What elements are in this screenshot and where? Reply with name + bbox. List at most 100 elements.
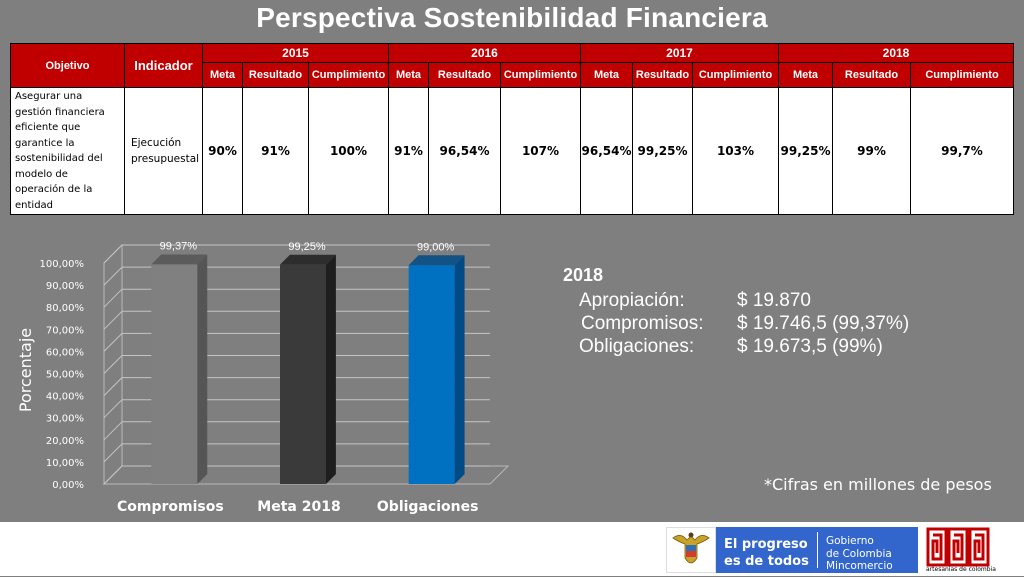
gridline-diagonal [103, 310, 123, 330]
gov-org: Gobierno de Colombia Mincomercio [826, 535, 893, 573]
cell-2017-cumplimiento: 103% [692, 87, 779, 215]
bar-compromisos [151, 254, 208, 484]
bar-side [197, 254, 208, 484]
subheader-cumplimiento: Cumplimiento [308, 62, 389, 88]
table-row: Asegurar una gestión financiera eficient… [10, 87, 1014, 215]
data-label: 99,37% [160, 240, 198, 252]
cell-2016-resultado: 96,54% [428, 87, 501, 215]
colombia-shield-icon [666, 527, 716, 573]
subheader-cumplimiento: Cumplimiento [500, 62, 581, 88]
bar-side [454, 255, 465, 484]
chart-data-labels: 99,37% 99,25% 99,00% [160, 240, 455, 253]
subheader-resultado: Resultado [428, 62, 501, 88]
bar-front [408, 265, 455, 484]
bar-front [280, 264, 326, 484]
data-label: 99,25% [288, 241, 326, 253]
y-tick-label: 50,00% [46, 370, 84, 381]
cell-indicador: Ejecución presupuestal [124, 87, 203, 215]
gridline-diagonal [103, 377, 123, 396]
page-title: Perspectiva Sostenibilidad Financiera [256, 2, 768, 33]
cell-2018-cumplimiento: 99,7% [910, 87, 1014, 215]
y-tick-label: 80,00% [46, 303, 84, 314]
subheader-cumplimiento: Cumplimiento [692, 62, 779, 88]
gov-slogan-line2: es de todos [724, 554, 809, 569]
gridline-diagonal [103, 355, 123, 374]
header-year-2016: 2016 [388, 43, 581, 63]
cell-2015-resultado: 91% [242, 87, 309, 215]
cell-2015-cumplimiento: 100% [308, 87, 389, 215]
chart-bars [151, 254, 465, 484]
gridline-diagonal [103, 288, 123, 308]
artesanias-logo-icon [926, 527, 990, 567]
cell-2017-meta: 96,54% [580, 87, 633, 215]
subheader-resultado: Resultado [632, 62, 693, 88]
subheader-meta: Meta [580, 62, 633, 88]
subheader-resultado: Resultado [242, 62, 309, 88]
x-tick-label: Compromisos [117, 499, 224, 515]
cell-2018-meta: 99,25% [778, 87, 833, 215]
info-compromisos-label: Compromisos: [581, 313, 704, 334]
gov-slogan: El progreso es de todos [724, 536, 809, 570]
info-compromisos-value: $ 19.746,5 (99,37%) [737, 313, 910, 334]
subheader-meta: Meta [202, 62, 243, 88]
subheader-cumplimiento: Cumplimiento [910, 62, 1014, 88]
cell-2018-resultado: 99% [832, 87, 911, 215]
header-year-2018: 2018 [778, 43, 1014, 63]
info-apropiacion-value: $ 19.870 [737, 290, 811, 311]
y-tick-label: 100,00% [40, 259, 85, 270]
y-tick-label: 90,00% [46, 281, 84, 292]
y-tick-label: 10,00% [46, 458, 84, 469]
info-obligaciones-value: $ 19.673,5 (99%) [737, 336, 883, 357]
gridline-diagonal [103, 421, 123, 441]
y-tick-label: 0,00% [52, 480, 84, 491]
bar-side [326, 254, 336, 484]
cell-2017-resultado: 99,25% [632, 87, 693, 215]
bar-top [280, 254, 336, 265]
y-tick-label: 70,00% [46, 325, 84, 336]
gridline-diagonal [103, 266, 123, 286]
x-tick-labels: Compromisos Meta 2018 Obligaciones [117, 499, 478, 515]
footnote: *Cifras en millones de pesos [764, 475, 992, 494]
gov-slogan-line1: El progreso [724, 537, 808, 552]
subheader-resultado: Resultado [832, 62, 911, 88]
y-tick-label: 20,00% [46, 436, 84, 447]
bar-top [408, 255, 465, 266]
header-year-2015: 2015 [202, 43, 389, 63]
gridline-diagonal [103, 399, 123, 419]
info-year: 2018 [563, 265, 604, 285]
gridline-diagonal [103, 443, 123, 463]
y-tick-label: 40,00% [46, 392, 84, 403]
gov-org-line3: Mincomercio [826, 560, 893, 572]
y-tick-labels: 0,00% 10,00% 20,00% 30,00% 40,00% 50,00% 60,00… [40, 259, 85, 491]
y-tick-label: 30,00% [46, 414, 84, 425]
gridline-diagonal [103, 465, 123, 485]
subheader-meta: Meta [778, 62, 833, 88]
subheader-meta: Meta [388, 62, 429, 88]
cell-2016-cumplimiento: 107% [500, 87, 581, 215]
cell-2016-meta: 91% [388, 87, 429, 215]
x-tick-label: Meta 2018 [257, 499, 340, 515]
gov-org-line1: Gobierno [826, 535, 874, 547]
x-tick-label: Obligaciones [377, 499, 479, 515]
info-apropiacion-label: Apropiación: [579, 290, 685, 311]
gov-org-line2: de Colombia [826, 547, 892, 560]
header-year-2017: 2017 [580, 43, 779, 63]
gridline-diagonal [103, 244, 123, 264]
data-label: 99,00% [417, 241, 455, 253]
bar-front [151, 264, 198, 484]
cell-objetivo: Asegurar una gestión financiera eficient… [10, 87, 125, 215]
bar-chart: 0,00% 10,00% 20,00% 30,00% 40,00% 50,00% 60,00… [16, 240, 510, 515]
info-obligaciones-label: Obligaciones: [579, 336, 695, 357]
y-tick-label: 60,00% [46, 347, 84, 358]
bar-top [151, 254, 208, 265]
cell-2015-meta: 90% [202, 87, 243, 215]
kpi-table: Objetivo Indicador 2015 2016 2017 2018 M… [10, 43, 1014, 215]
header-indicador: Indicador [124, 43, 203, 88]
artesanias-wordmark: artesanías de colombia [926, 566, 996, 573]
header-objetivo: Objetivo [10, 43, 125, 88]
bar-meta-2018 [280, 254, 336, 484]
y-axis-label: Porcentaje [16, 328, 35, 412]
bar-obligaciones [408, 255, 465, 484]
gov-divider [817, 532, 818, 568]
gridline-diagonal [103, 333, 123, 352]
